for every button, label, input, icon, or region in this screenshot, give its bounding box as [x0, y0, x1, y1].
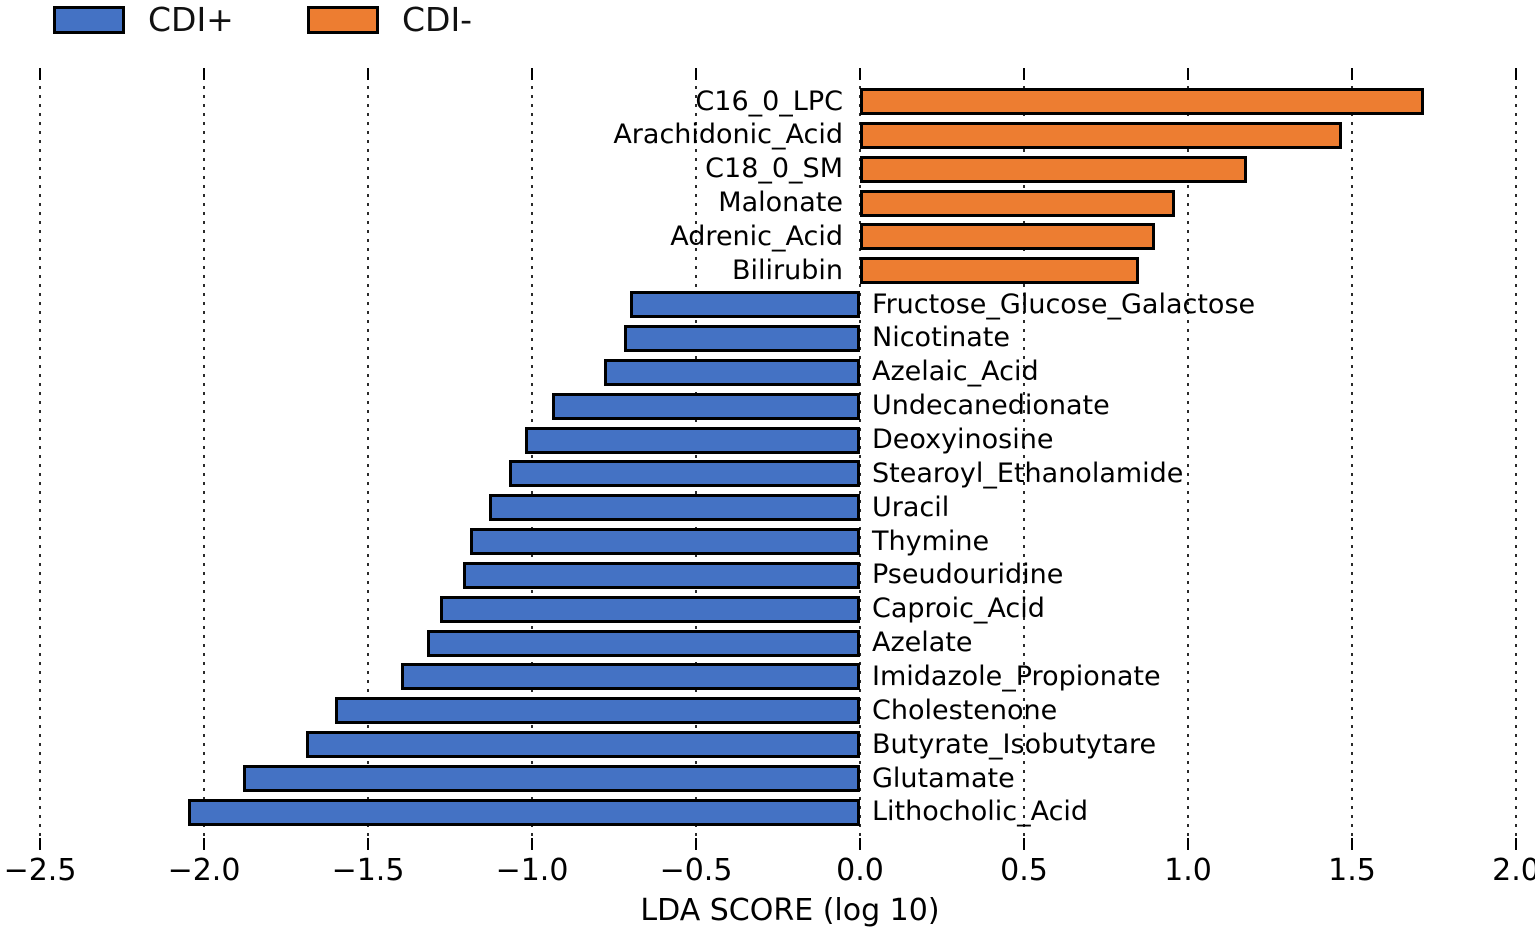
- axis-tick-bottom: [1187, 838, 1189, 850]
- bar-label: Pseudouridine: [872, 559, 1064, 591]
- bar-label: Bilirubin: [732, 254, 843, 286]
- axis-tick-top: [203, 68, 205, 80]
- bar: [509, 460, 860, 488]
- bar: [860, 155, 1248, 183]
- gridline: [1351, 68, 1353, 838]
- axis-tick-bottom: [39, 838, 41, 850]
- bar: [860, 88, 1425, 115]
- legend-swatch-cdi-plus: [53, 6, 125, 34]
- bar-label: Adrenic_Acid: [670, 220, 843, 252]
- gridline: [1187, 68, 1189, 838]
- bar: [551, 392, 860, 420]
- x-tick-label: 1.0: [1164, 853, 1212, 888]
- bar-label: Cholestenone: [872, 694, 1058, 726]
- axis-tick-bottom: [1023, 838, 1025, 850]
- legend-label-cdi-minus: CDI-: [402, 0, 473, 39]
- axis-tick-bottom: [1515, 838, 1517, 850]
- bar: [860, 223, 1156, 251]
- x-tick-label: 1.5: [1328, 853, 1376, 888]
- bar-label: C18_0_SM: [705, 153, 843, 185]
- bar-label: Lithocholic_Acid: [872, 796, 1089, 828]
- bar-label: Butyrate_Isobutytare: [872, 728, 1157, 760]
- x-tick-label: 0.0: [836, 853, 884, 888]
- axis-tick-bottom: [1351, 838, 1353, 850]
- gridline: [39, 68, 41, 838]
- legend-label-cdi-plus: CDI+: [148, 0, 234, 39]
- axis-tick-bottom: [367, 838, 369, 850]
- bar: [427, 629, 860, 657]
- bar: [187, 798, 860, 826]
- axis-tick-bottom: [531, 838, 533, 850]
- bar-label: Nicotinate: [872, 322, 1011, 354]
- axis-tick-top: [695, 68, 697, 80]
- bar: [860, 121, 1343, 149]
- bar-label: Stearoyl_Ethanolamide: [872, 457, 1184, 489]
- x-tick-label: 0.5: [1000, 853, 1048, 888]
- bar: [623, 324, 860, 352]
- bar-label: Caproic_Acid: [872, 593, 1045, 625]
- gridline: [1515, 68, 1517, 838]
- bar: [860, 189, 1175, 217]
- bar: [463, 561, 860, 589]
- bar: [305, 731, 860, 759]
- bar: [630, 291, 860, 319]
- bar-label: Azelaic_Acid: [872, 356, 1039, 388]
- x-tick-label: −1.0: [495, 853, 569, 888]
- gridline: [1023, 68, 1025, 838]
- bar-label: Fructose_Glucose_Galactose: [872, 288, 1256, 320]
- axis-tick-top: [859, 68, 861, 80]
- axis-tick-top: [367, 68, 369, 80]
- bar: [525, 426, 860, 454]
- bar-label: Deoxyinosine: [872, 424, 1054, 455]
- x-tick-label: −2.0: [167, 853, 241, 888]
- axis-tick-bottom: [859, 838, 861, 850]
- bar: [335, 697, 860, 725]
- x-axis-title: LDA SCORE (log 10): [640, 893, 940, 928]
- bar: [400, 663, 860, 691]
- axis-tick-bottom: [203, 838, 205, 850]
- bar: [440, 595, 860, 623]
- bar-label: Arachidonic_Acid: [613, 119, 843, 151]
- bar-label: Imidazole_Propionate: [872, 660, 1161, 692]
- axis-tick-top: [1187, 68, 1189, 80]
- bar: [469, 528, 860, 556]
- bar: [860, 257, 1139, 285]
- bar-label: Thymine: [872, 525, 990, 557]
- gridline: [203, 68, 205, 838]
- bar-label: Azelate: [872, 627, 973, 659]
- gridline: [367, 68, 369, 838]
- axis-tick-top: [1023, 68, 1025, 80]
- gridline: [859, 68, 861, 838]
- bar-label: Undecanedionate: [872, 390, 1110, 422]
- axis-tick-top: [1351, 68, 1353, 80]
- x-tick-label: −0.5: [659, 853, 733, 888]
- bar-label: Glutamate: [872, 762, 1015, 794]
- axis-tick-top: [39, 68, 41, 80]
- x-tick-label: −2.5: [3, 853, 77, 888]
- axis-tick-top: [1515, 68, 1517, 80]
- axis-tick-top: [531, 68, 533, 80]
- axis-tick-bottom: [695, 838, 697, 850]
- bar-label: C16_0_LPC: [695, 85, 843, 117]
- bar-label: Uracil: [872, 491, 950, 523]
- bar-label: Malonate: [718, 187, 843, 219]
- x-tick-label: −1.5: [331, 853, 405, 888]
- bar: [604, 358, 860, 386]
- bar: [489, 494, 860, 522]
- bar: [243, 765, 860, 792]
- x-tick-label: 2.0: [1492, 853, 1535, 888]
- legend-swatch-cdi-minus: [307, 6, 379, 34]
